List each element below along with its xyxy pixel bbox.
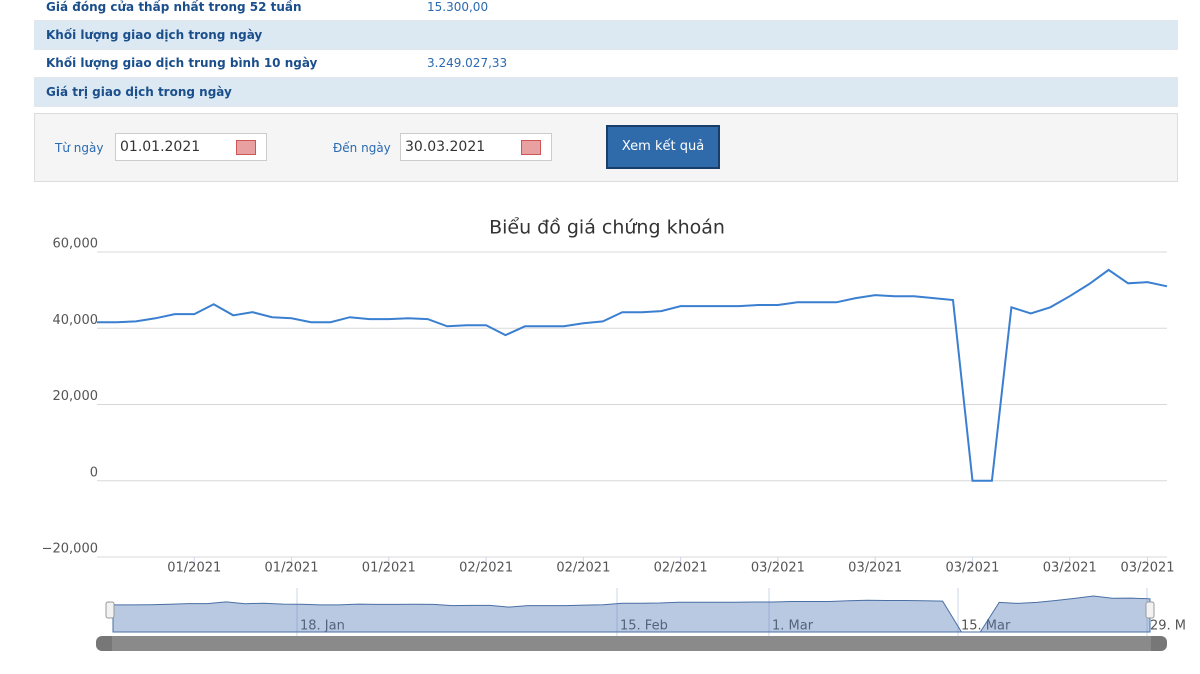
row-value: 15.300,00: [427, 0, 489, 14]
y-tick-label: 0: [90, 465, 98, 480]
navigator-label: 15. Feb: [620, 619, 668, 634]
x-tick-label: 03/2021: [848, 561, 902, 576]
price-line: [97, 268, 1168, 482]
x-tick-label: 01/2021: [265, 561, 319, 576]
x-tick-label: 02/2021: [556, 561, 610, 576]
x-tick-label: 03/2021: [1121, 561, 1175, 576]
y-tick-label: −20,000: [42, 542, 98, 557]
row-value: 3.249.027,33: [427, 56, 508, 70]
chart: Biểu đồ giá chứng khoán −20,000 0 20,000 40…: [42, 217, 1186, 651]
to-value: 30.03.2021: [405, 139, 486, 155]
calendar-icon[interactable]: [236, 140, 256, 155]
x-tick-label: 01/2021: [167, 561, 221, 576]
navigator-handle[interactable]: [105, 601, 115, 619]
to-input[interactable]: 30.03.2021: [400, 133, 552, 161]
x-tick-label: 03/2021: [945, 561, 999, 576]
from-input[interactable]: 01.01.2021: [115, 133, 267, 161]
navigator-bg: [97, 588, 1167, 634]
y-tick-label: 20,000: [53, 389, 99, 404]
navigator-label: 18. Jan: [300, 619, 345, 634]
y-tick-label: 40,000: [53, 313, 99, 328]
x-tick-label: 03/2021: [1043, 561, 1097, 576]
scrollbar-thumb: [112, 636, 1151, 651]
x-tick-label: 03/2021: [751, 561, 805, 576]
y-tick-label: 60,000: [53, 237, 99, 252]
info-row: Giá trị giao dịch trong ngày: [34, 78, 1178, 107]
from-label: Từ ngày: [55, 141, 104, 155]
chart-title: Biểu đồ giá chứng khoán: [489, 217, 725, 239]
x-tick-label: 01/2021: [362, 561, 416, 576]
row-label: Khối lượng giao dịch trung bình 10 ngày: [46, 56, 318, 70]
date-form: Từ ngày 01.01.2021 Đến ngày 30.03.2021 X…: [34, 113, 1178, 182]
navigator-handle[interactable]: [1145, 601, 1155, 619]
navigator-label: 1. Mar: [772, 619, 814, 634]
from-value: 01.01.2021: [120, 139, 201, 155]
submit-button[interactable]: Xem kết quả: [606, 125, 720, 169]
calendar-icon[interactable]: [521, 140, 541, 155]
row-label: Khối lượng giao dịch trong ngày: [46, 28, 263, 42]
row-label: Giá trị giao dịch trong ngày: [46, 85, 232, 99]
navigator-label: 29. M: [1150, 619, 1186, 634]
x-tick-label: 02/2021: [654, 561, 708, 576]
row-label: Giá đóng cửa thấp nhất trong 52 tuần: [46, 0, 302, 14]
to-label: Đến ngày: [333, 141, 391, 155]
info-row: Giá đóng cửa thấp nhất trong 52 tuần 15.3…: [34, 0, 1178, 21]
x-tick-label: 02/2021: [459, 561, 513, 576]
navigator-label: 15. Mar: [961, 619, 1011, 634]
info-row: Khối lượng giao dịch trung bình 10 ngày 3…: [34, 49, 1178, 78]
navigator-area: [112, 595, 1151, 633]
info-row: Khối lượng giao dịch trong ngày: [34, 21, 1178, 50]
